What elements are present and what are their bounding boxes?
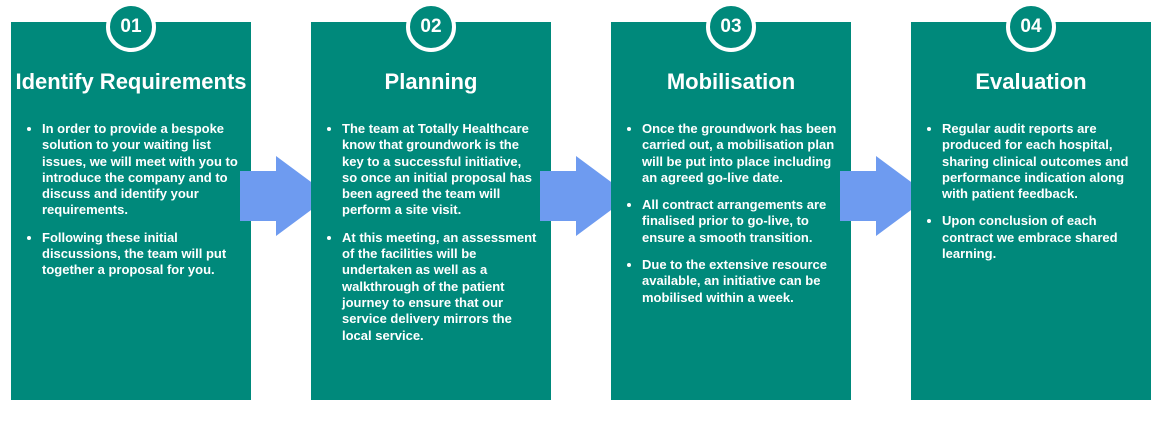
step-number-badge: 04 (1006, 2, 1056, 52)
step-bullet: In order to provide a bespoke solution t… (42, 121, 239, 219)
step-bullet: The team at Totally Healthcare know that… (342, 121, 539, 219)
step-bullet-list: Regular audit reports are produced for e… (927, 121, 1139, 273)
step-bullet: Once the groundwork has been carried out… (642, 121, 839, 186)
flow-arrow-icon (540, 156, 630, 236)
step-bullet: All contract arrangements are finalised … (642, 197, 839, 246)
step-bullet-list: The team at Totally Healthcare know that… (327, 121, 539, 355)
flow-arrow-icon (840, 156, 930, 236)
step-number-badge: 03 (706, 2, 756, 52)
step-bullet: Following these initial discussions, the… (42, 230, 239, 279)
step-bullet-list: Once the groundwork has been carried out… (627, 121, 839, 317)
step-bullet-list: In order to provide a bespoke solution t… (27, 121, 239, 290)
step-title: Identify Requirements (15, 68, 247, 94)
step-card-planning: 02 Planning The team at Totally Healthca… (311, 2, 551, 400)
step-bullet: Due to the extensive resource available,… (642, 257, 839, 306)
step-title: Planning (384, 68, 478, 94)
step-number-badge: 01 (106, 2, 156, 52)
step-card-identify-requirements: 01 Identify Requirements In order to pro… (11, 2, 251, 400)
step-card-mobilisation: 03 Mobilisation Once the groundwork has … (611, 2, 851, 400)
step-bullet: Regular audit reports are produced for e… (942, 121, 1139, 202)
step-bullet: Upon conclusion of each contract we embr… (942, 213, 1139, 262)
step-bullet: At this meeting, an assessment of the fa… (342, 230, 539, 344)
step-title: Evaluation (975, 68, 1087, 94)
flow-arrow-icon (240, 156, 330, 236)
step-number-badge: 02 (406, 2, 456, 52)
step-title: Mobilisation (666, 68, 796, 94)
step-card-evaluation: 04 Evaluation Regular audit reports are … (911, 2, 1151, 400)
